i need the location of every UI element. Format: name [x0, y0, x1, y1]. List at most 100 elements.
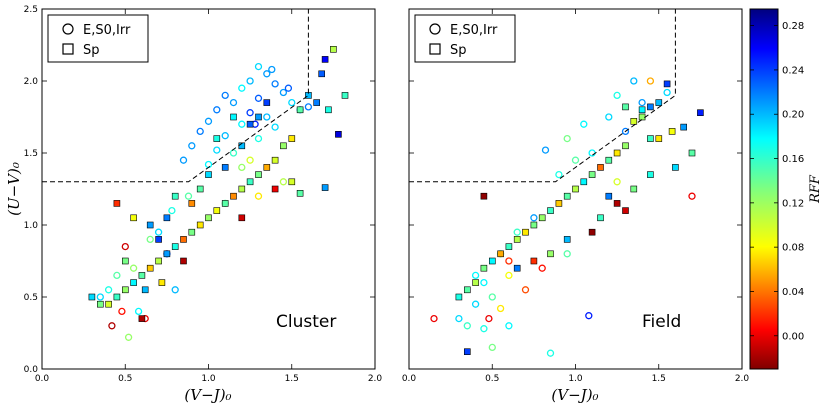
data-point-circle — [196, 127, 204, 136]
x-tick-label: 0.0 — [35, 374, 50, 384]
data-point-circle — [588, 149, 596, 157]
data-point-square — [330, 45, 337, 53]
data-point-circle — [284, 84, 293, 92]
data-point-square — [563, 236, 571, 243]
data-point-square — [622, 207, 629, 214]
data-point-square — [522, 228, 529, 236]
data-point-square — [463, 286, 471, 294]
cluster-panel: 0.0 0.5 1.0 1.5 2.0 0.0 0.5 1.0 1.5 2.0 2.5 E,S0,I… — [5, 5, 382, 404]
data-point-circle — [630, 77, 638, 85]
data-point-square — [647, 103, 654, 111]
data-point-circle — [563, 134, 571, 143]
data-point-square — [463, 348, 471, 356]
data-point-square — [271, 156, 279, 164]
x-tick-label: 1.5 — [652, 374, 666, 384]
data-point-square — [622, 103, 629, 111]
data-point-square — [205, 171, 212, 178]
data-point-square — [513, 264, 521, 272]
data-point-circle — [530, 214, 538, 222]
data-point-square — [155, 257, 162, 265]
data-point-square — [472, 279, 479, 286]
data-point-square — [288, 178, 296, 186]
data-point-square — [547, 250, 554, 258]
y-tick-label: 0.0 — [24, 365, 39, 375]
data-point-square — [638, 113, 646, 121]
cluster-legend: E,S0,Irr Sp — [47, 14, 149, 63]
data-point-circle — [638, 98, 646, 107]
data-point-circle — [238, 120, 246, 128]
y-tick-label: 0.5 — [24, 293, 38, 303]
data-point-square — [622, 142, 629, 150]
data-point-square — [130, 279, 137, 286]
data-point-circle — [108, 322, 116, 330]
cluster-legend-circle-marker — [62, 23, 74, 35]
data-point-circle — [146, 235, 154, 244]
data-point-square — [238, 185, 246, 193]
data-point-square — [655, 99, 663, 106]
data-point-circle — [271, 123, 279, 131]
data-point-circle — [271, 80, 279, 88]
data-point-circle — [238, 84, 246, 92]
data-point-circle — [213, 146, 221, 154]
data-point-square — [230, 192, 237, 200]
data-point-square — [597, 164, 604, 171]
data-point-circle — [184, 192, 193, 200]
data-point-square — [588, 171, 596, 178]
data-point-circle — [221, 132, 229, 140]
data-point-square — [288, 135, 296, 142]
data-point-square — [196, 221, 204, 229]
data-point-circle — [555, 170, 563, 179]
x-tick-label: 2.0 — [735, 374, 750, 384]
field-legend-label-0: E,S0,Irr — [450, 23, 498, 38]
data-point-square — [146, 221, 154, 229]
data-point-square — [497, 250, 504, 258]
data-point-circle — [521, 286, 530, 294]
data-point-square — [238, 214, 246, 222]
y-tick-label: 2.5 — [24, 5, 38, 15]
cluster-legend-label-1: Sp — [83, 43, 100, 58]
data-point-square — [572, 185, 579, 193]
data-point-circle — [505, 322, 513, 330]
data-point-circle — [538, 264, 546, 272]
data-point-circle — [134, 307, 143, 316]
data-point-circle — [463, 322, 471, 330]
data-point-square — [163, 214, 171, 222]
data-point-square — [605, 156, 613, 164]
data-point-circle — [229, 149, 238, 157]
data-point-square — [163, 250, 171, 258]
data-point-circle — [485, 314, 493, 323]
data-point-square — [480, 192, 488, 200]
colorbar-tick-label: 0.12 — [782, 198, 804, 209]
data-point-circle — [605, 113, 613, 121]
field-boundary-line — [409, 9, 676, 183]
data-point-circle — [496, 304, 505, 313]
data-point-circle — [246, 156, 254, 164]
data-point-circle — [585, 312, 593, 320]
data-point-square — [580, 178, 588, 186]
data-point-circle — [179, 156, 188, 164]
data-point-square — [296, 190, 304, 197]
data-point-square — [563, 192, 571, 200]
data-point-circle — [129, 264, 138, 272]
data-point-square — [688, 149, 696, 157]
data-point-circle — [505, 257, 513, 265]
cluster-x-axis-label: (V−J)₀ — [184, 386, 231, 404]
data-point-circle — [304, 103, 313, 111]
colorbar-tick-label: 0.28 — [782, 21, 804, 32]
data-point-square — [141, 286, 149, 294]
y-tick-label: 1.0 — [24, 221, 39, 231]
data-point-circle — [254, 134, 263, 143]
data-point-square — [547, 207, 554, 214]
data-point-circle — [688, 192, 696, 200]
cluster-ticks: 0.0 0.5 1.0 1.5 2.0 0.0 0.5 1.0 1.5 2.0 2.5 — [24, 5, 383, 384]
data-point-circle — [455, 314, 463, 323]
data-point-square — [221, 164, 229, 171]
data-point-square — [488, 257, 496, 265]
data-point-circle — [221, 91, 229, 100]
field-legend-square-marker — [429, 43, 441, 55]
data-point-square — [588, 228, 596, 236]
cluster-points — [88, 45, 349, 341]
x-tick-label: 0.5 — [485, 374, 499, 384]
data-point-circle — [613, 178, 621, 186]
